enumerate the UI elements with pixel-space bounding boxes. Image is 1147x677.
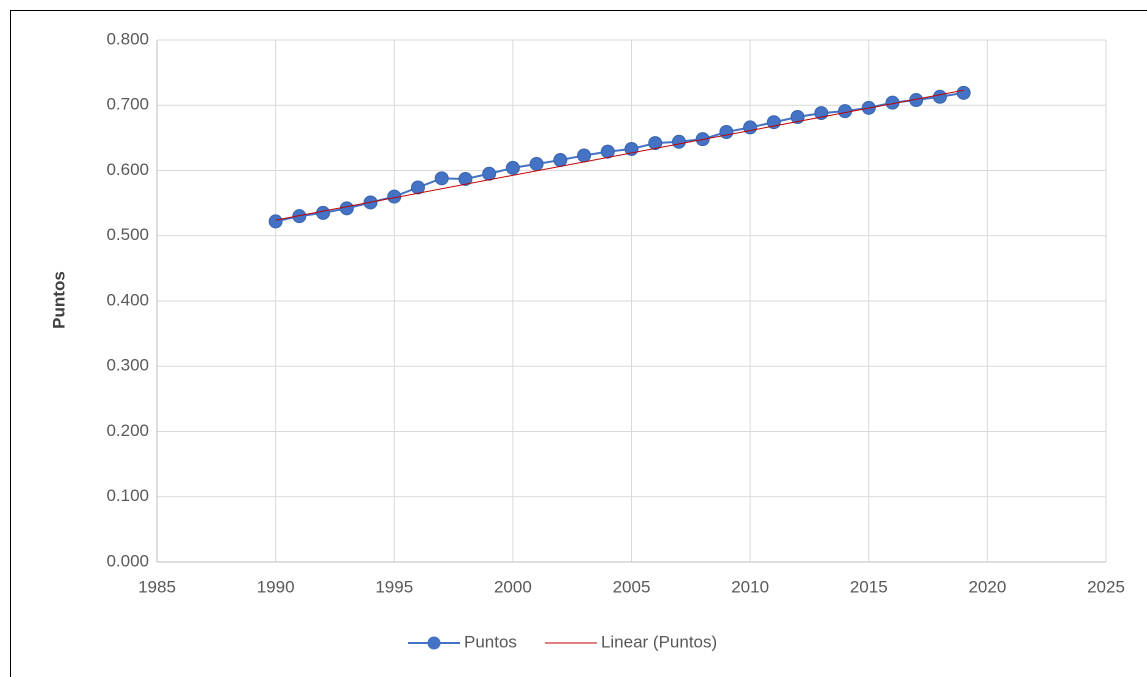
x-tick-label: 2020 bbox=[968, 577, 1006, 596]
y-tick-label: 0.500 bbox=[106, 225, 149, 244]
point bbox=[410, 180, 425, 195]
point bbox=[434, 171, 449, 186]
chart-border bbox=[10, 10, 1147, 677]
point bbox=[316, 205, 331, 220]
point bbox=[648, 136, 663, 151]
x-tick-label: 2025 bbox=[1087, 577, 1125, 596]
legend-label: Puntos bbox=[464, 632, 517, 651]
point bbox=[529, 156, 544, 171]
point bbox=[932, 89, 947, 104]
x-tick-label: 2000 bbox=[494, 577, 532, 596]
y-tick-label: 0.100 bbox=[106, 486, 149, 505]
point bbox=[600, 144, 615, 159]
y-tick-label: 0.400 bbox=[106, 290, 149, 309]
trendline bbox=[275, 89, 964, 221]
legend-label: Linear (Puntos) bbox=[601, 632, 717, 651]
legend-marker bbox=[427, 636, 441, 650]
point bbox=[268, 214, 283, 229]
x-tick-label: 2010 bbox=[731, 577, 769, 596]
x-tick-label: 2015 bbox=[850, 577, 888, 596]
point bbox=[790, 109, 805, 124]
point bbox=[482, 166, 497, 181]
point bbox=[743, 120, 758, 135]
y-tick-label: 0.200 bbox=[106, 421, 149, 440]
point bbox=[339, 201, 354, 216]
y-tick-label: 0.700 bbox=[106, 95, 149, 114]
x-tick-label: 1990 bbox=[257, 577, 295, 596]
y-axis-label: Puntos bbox=[49, 271, 68, 329]
x-tick-label: 1995 bbox=[375, 577, 413, 596]
y-tick-label: 0.600 bbox=[106, 160, 149, 179]
point bbox=[292, 209, 307, 224]
y-tick-label: 0.800 bbox=[106, 29, 149, 48]
point bbox=[458, 171, 473, 186]
point bbox=[956, 85, 971, 100]
y-tick-label: 0.300 bbox=[106, 356, 149, 375]
point bbox=[577, 148, 592, 163]
point bbox=[553, 153, 568, 168]
point bbox=[838, 104, 853, 119]
y-tick-label: 0.000 bbox=[106, 551, 149, 570]
x-tick-label: 1985 bbox=[138, 577, 176, 596]
point bbox=[719, 125, 734, 140]
point bbox=[505, 160, 520, 175]
x-tick-label: 2005 bbox=[613, 577, 651, 596]
point bbox=[671, 134, 686, 149]
